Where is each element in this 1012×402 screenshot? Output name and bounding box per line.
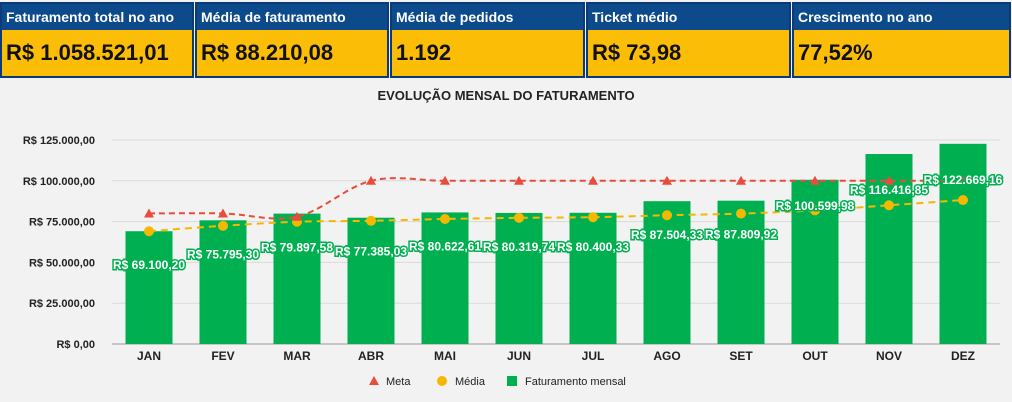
kpi-label: Faturamento total no ano	[2, 4, 192, 30]
meta-point	[810, 175, 820, 185]
x-tick-label: MAR	[283, 349, 311, 363]
x-tick-label: OUT	[802, 349, 828, 363]
kpi-label: Ticket médio	[588, 4, 789, 30]
legend-bar-label: Faturamento mensal	[525, 376, 626, 388]
x-tick-label: MAI	[434, 349, 456, 363]
data-label: R$ 69.100,20	[113, 258, 185, 272]
meta-point	[440, 175, 450, 185]
x-tick-label: FEV	[211, 349, 234, 363]
data-label: R$ 87.504,33	[631, 228, 703, 242]
x-tick-label: NOV	[876, 349, 902, 363]
media-point	[662, 210, 672, 221]
bar	[643, 201, 691, 344]
bar	[865, 154, 913, 344]
y-tick-label: R$ 0,00	[56, 339, 95, 351]
data-label: R$ 80.622,61	[409, 239, 481, 253]
meta-point	[884, 175, 894, 185]
kpi-card-media-pedidos: Média de pedidos 1.192	[390, 2, 585, 78]
kpi-row: Faturamento total no ano R$ 1.058.521,01…	[0, 0, 1012, 80]
legend-meta-label: Meta	[386, 376, 411, 388]
meta-line	[148, 177, 963, 220]
bar	[569, 212, 617, 344]
bar	[199, 220, 247, 344]
legend-bar-marker	[507, 376, 517, 386]
data-label: R$ 122.669,16	[924, 173, 1003, 187]
bar	[717, 200, 765, 344]
legend-media-label: Média	[455, 376, 486, 388]
media-point	[440, 213, 450, 224]
y-tick-label: R$ 125.000,00	[23, 135, 95, 147]
kpi-card-crescimento: Crescimento no ano 77,52%	[792, 2, 1011, 78]
media-point	[736, 208, 746, 219]
media-point	[588, 212, 598, 223]
meta-point	[514, 175, 524, 185]
media-point	[218, 220, 228, 231]
faturamento-chart: EVOLUÇÃO MENSAL DO FATURAMENTO R$ 0,00 R$ …	[23, 88, 1004, 388]
data-label: R$ 80.319,74	[483, 240, 555, 254]
bar	[347, 217, 395, 344]
media-point	[514, 212, 524, 223]
data-label: R$ 80.400,33	[557, 240, 629, 254]
y-tick-label: R$ 100.000,00	[23, 176, 95, 188]
y-tick-label: R$ 75.000,00	[29, 217, 95, 229]
media-point	[366, 215, 376, 226]
kpi-label: Média de faturamento	[197, 4, 387, 30]
kpi-value: 1.192	[396, 40, 452, 65]
kpi-card-media-faturamento: Média de faturamento R$ 88.210,08	[195, 2, 389, 78]
legend-media-marker	[437, 376, 447, 386]
data-label: R$ 87.809,92	[705, 228, 777, 242]
y-tick-label: R$ 50.000,00	[29, 257, 95, 269]
x-tick-label: ABR	[358, 349, 384, 363]
kpi-value: R$ 1.058.521,01	[6, 40, 169, 65]
bar	[495, 212, 543, 344]
meta-point	[218, 208, 228, 218]
meta-point	[736, 175, 746, 185]
kpi-card-ticket: Ticket médio R$ 73,98	[586, 2, 791, 78]
x-tick-label: JUL	[582, 349, 605, 363]
data-label: R$ 100.599,98	[776, 199, 855, 213]
kpi-value: R$ 88.210,08	[201, 40, 334, 65]
meta-point	[662, 175, 672, 185]
bar	[421, 212, 469, 344]
kpi-label: Média de pedidos	[392, 4, 583, 30]
data-label: R$ 75.795,30	[187, 247, 259, 261]
meta-point	[144, 208, 154, 218]
kpi-value: R$ 73,98	[592, 40, 682, 65]
bar	[273, 213, 321, 344]
x-tick-label: JUN	[507, 349, 531, 363]
data-label: R$ 77.385,03	[335, 245, 407, 259]
meta-point	[366, 175, 376, 185]
meta-point	[958, 175, 968, 185]
x-tick-label: JAN	[137, 349, 161, 363]
kpi-card-total: Faturamento total no ano R$ 1.058.521,01	[0, 2, 194, 78]
meta-point	[292, 211, 302, 221]
x-tick-label: SET	[729, 349, 753, 363]
kpi-value: 77,52%	[798, 40, 873, 65]
x-tick-label: DEZ	[951, 349, 975, 363]
kpi-label: Crescimento no ano	[794, 4, 1009, 30]
x-tick-label: AGO	[653, 349, 680, 363]
media-line	[148, 199, 964, 233]
y-tick-label: R$ 25.000,00	[29, 298, 95, 310]
data-label: R$ 79.897,58	[261, 241, 333, 255]
bar	[125, 231, 173, 344]
meta-point	[588, 175, 598, 185]
data-label: R$ 116.416,85	[850, 183, 928, 197]
media-point	[958, 195, 968, 206]
legend-meta-marker	[369, 376, 379, 385]
media-point	[144, 226, 154, 237]
media-point	[884, 200, 894, 211]
chart-title: EVOLUÇÃO MENSAL DO FATURAMENTO	[377, 88, 634, 103]
media-point	[810, 205, 820, 216]
